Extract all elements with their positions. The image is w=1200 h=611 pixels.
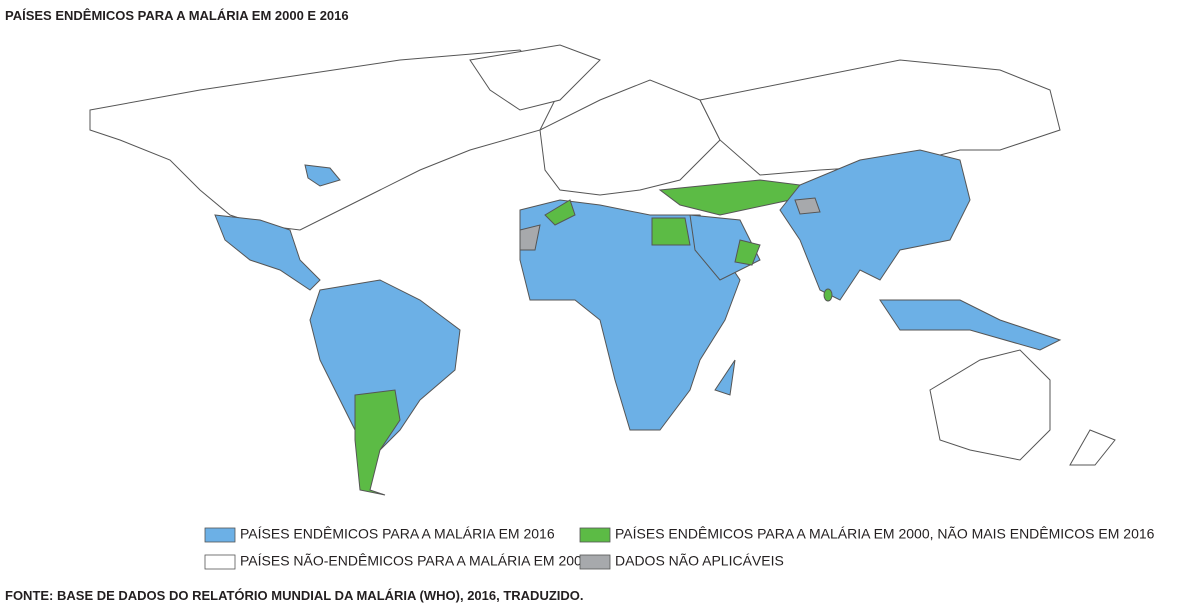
egypt — [651, 217, 691, 246]
greenland — [469, 44, 601, 111]
source-note: FONTE: BASE DE DADOS DO RELATÓRIO MUNDIA… — [5, 588, 584, 603]
asia — [779, 149, 971, 301]
sri-lanka — [823, 288, 833, 302]
africa — [519, 199, 741, 431]
north-asia — [699, 59, 1061, 176]
great-lakes — [304, 164, 341, 187]
north-america — [89, 49, 561, 231]
north-africa-west — [544, 199, 576, 226]
world-map — [89, 44, 1116, 496]
middle-east — [658, 179, 801, 216]
southeast-asia-islands — [879, 299, 1062, 351]
argentina — [354, 389, 401, 496]
legend: PAÍSES ENDÊMICOS PARA A MALÁRIA EM 2016 P… — [204, 526, 1155, 570]
south-america — [309, 279, 461, 451]
madagascar — [714, 359, 736, 396]
legend-label: PAÍSES ENDÊMICOS PARA A MALÁRIA EM 2016 — [240, 526, 555, 542]
map-title: PAÍSES ENDÊMICOS PARA A MALÁRIA EM 2000 … — [5, 8, 349, 23]
new-zealand — [1069, 429, 1116, 466]
australia — [929, 349, 1051, 461]
legend-label: PAÍSES NÃO-ENDÊMICOS PARA A MALÁRIA EM 2… — [240, 553, 590, 569]
legend-label: DADOS NÃO APLICÁVEIS — [615, 553, 784, 569]
western-sahara — [519, 224, 541, 251]
europe — [539, 79, 721, 196]
legend-swatch — [579, 554, 611, 570]
central-america — [214, 214, 321, 291]
legend-swatch — [579, 527, 611, 543]
oman — [734, 239, 761, 266]
tibet-area — [794, 197, 821, 215]
legend-swatch — [204, 527, 236, 543]
legend-swatch — [204, 554, 236, 570]
legend-label: PAÍSES ENDÊMICOS PARA A MALÁRIA EM 2000,… — [615, 526, 1155, 542]
